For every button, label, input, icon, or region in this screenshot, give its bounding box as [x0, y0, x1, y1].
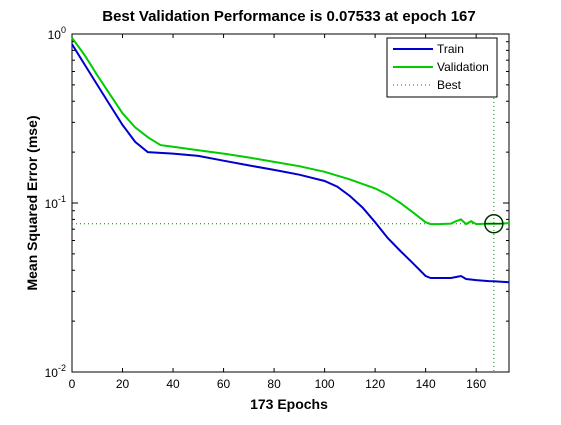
- x-tick-label: 60: [217, 377, 231, 391]
- x-tick-label: 0: [69, 377, 76, 391]
- y-tick-label: 100: [48, 25, 66, 42]
- series-line-validation: [71, 37, 510, 226]
- x-tick-label: 140: [416, 377, 436, 391]
- x-tick-label: 80: [267, 377, 281, 391]
- chart-title: Best Validation Performance is 0.07533 a…: [102, 8, 476, 25]
- legend: Train Validation Best: [386, 37, 498, 98]
- legend-label-best: Best: [437, 78, 462, 92]
- legend-label-validation: Validation: [437, 60, 489, 74]
- x-axis-label: 173 Epochs: [250, 396, 328, 412]
- series-line-train: [71, 43, 510, 284]
- y-axis-label: Mean Squared Error (mse): [24, 115, 40, 290]
- legend-label-train: Train: [437, 42, 464, 56]
- x-tick-label: 40: [166, 377, 180, 391]
- x-tick-label: 120: [365, 377, 385, 391]
- y-tick-label: 10-2: [45, 363, 66, 380]
- y-tick-label: 10-1: [45, 194, 66, 211]
- x-tick-label: 20: [116, 377, 130, 391]
- x-tick-label: 100: [315, 377, 335, 391]
- x-tick-label: 160: [466, 377, 486, 391]
- axis-ticks: 0 20 40 60 80 100 120 140 160 100 10-1 10-2: [45, 25, 509, 391]
